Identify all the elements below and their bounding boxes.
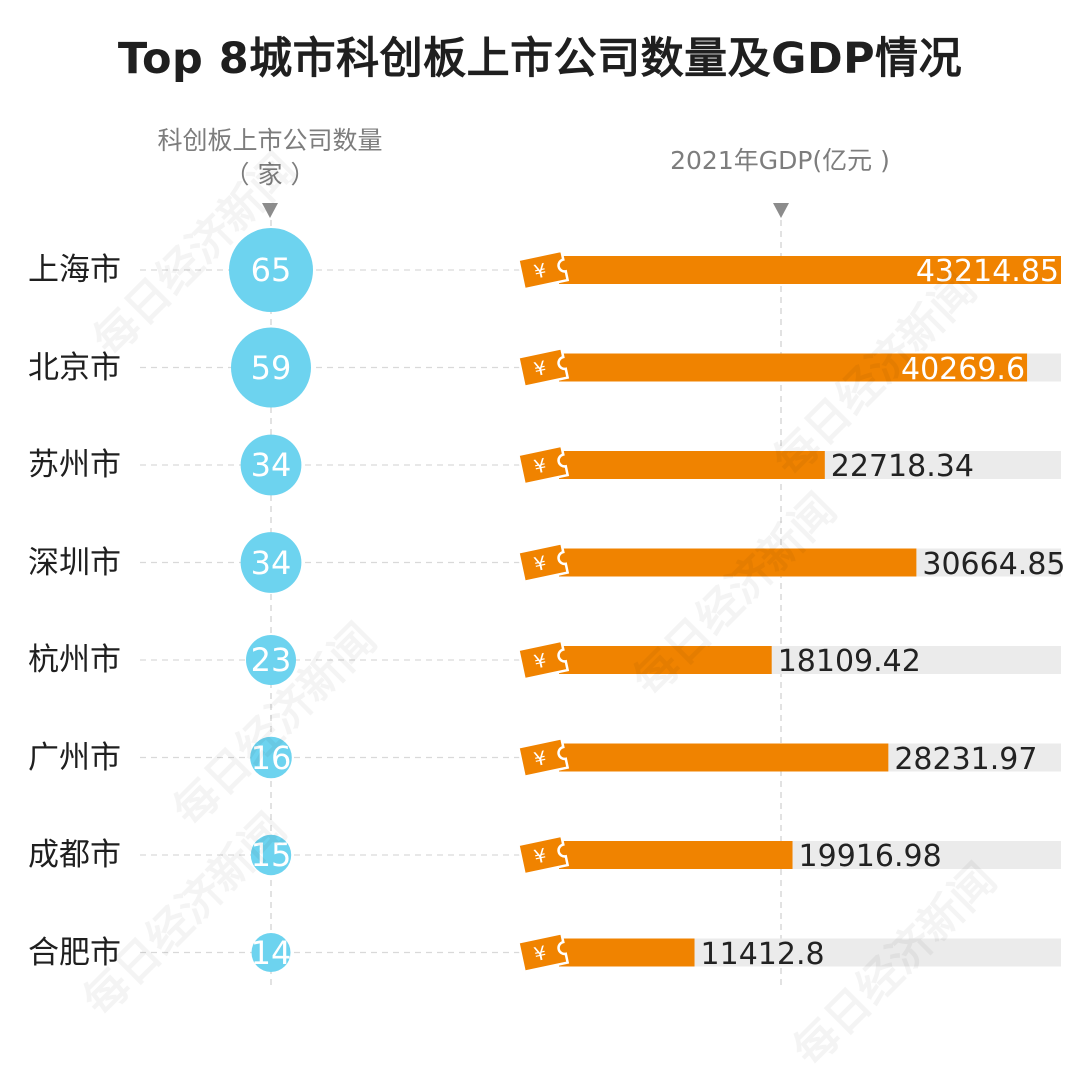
count-bubble bbox=[246, 635, 296, 685]
count-bubble bbox=[240, 434, 302, 496]
count-bubble bbox=[240, 532, 302, 593]
svg-text:¥: ¥ bbox=[532, 552, 548, 576]
city-label: 杭州市 bbox=[28, 642, 121, 678]
gdp-value-label: 28231.97 bbox=[894, 741, 1038, 777]
svg-text:¥: ¥ bbox=[532, 357, 548, 381]
gdp-value-label: 43214.85 bbox=[915, 254, 1059, 289]
gdp-bar bbox=[559, 743, 889, 772]
gdp-bar bbox=[559, 841, 793, 869]
gdp-bar bbox=[559, 256, 1061, 284]
count-value-label: 65 bbox=[250, 251, 292, 289]
count-header-line1: 科创板上市公司数量 bbox=[157, 126, 383, 155]
svg-text:¥: ¥ bbox=[532, 747, 548, 771]
svg-text:¥: ¥ bbox=[532, 845, 548, 869]
count-pointer-icon bbox=[262, 203, 278, 218]
yuan-ticket-icon: ¥ bbox=[516, 346, 570, 389]
gdp-value-label: 40269.6 bbox=[901, 351, 1026, 387]
city-label: 成都市 bbox=[28, 837, 121, 873]
gdp-value-label: 19916.98 bbox=[798, 839, 942, 874]
gdp-column-header: 2021年GDP(亿元 ) bbox=[670, 146, 890, 175]
count-column-header: 科创板上市公司数量 （ 家 ） bbox=[110, 124, 430, 192]
count-bubble bbox=[251, 933, 291, 972]
svg-text:¥: ¥ bbox=[532, 455, 548, 479]
svg-text:¥: ¥ bbox=[532, 260, 548, 284]
yuan-ticket-icon: ¥ bbox=[516, 834, 570, 876]
count-value-label: 23 bbox=[250, 641, 292, 679]
count-bubble bbox=[250, 736, 292, 779]
city-label: 北京市 bbox=[28, 349, 121, 386]
city-label: 苏州市 bbox=[28, 447, 121, 483]
count-value-label: 34 bbox=[250, 446, 292, 484]
gdp-bar bbox=[559, 353, 1028, 382]
count-value-label: 14 bbox=[250, 933, 292, 972]
gdp-value-label: 30664.85 bbox=[922, 546, 1066, 582]
yuan-ticket-icon: ¥ bbox=[516, 639, 570, 681]
gdp-bar bbox=[559, 548, 917, 577]
gdp-bar bbox=[559, 938, 695, 967]
gdp-pointer-icon bbox=[773, 203, 789, 218]
count-value-label: 15 bbox=[250, 836, 292, 874]
gdp-value-label: 22718.34 bbox=[830, 449, 974, 484]
yuan-ticket-icon: ¥ bbox=[516, 444, 570, 486]
gdp-value-label: 11412.8 bbox=[700, 936, 825, 972]
city-label: 深圳市 bbox=[28, 544, 121, 581]
svg-text:¥: ¥ bbox=[532, 942, 548, 966]
count-value-label: 34 bbox=[250, 543, 292, 582]
yuan-ticket-icon: ¥ bbox=[516, 736, 570, 779]
city-label: 上海市 bbox=[28, 252, 121, 288]
svg-text:¥: ¥ bbox=[532, 650, 548, 674]
page-title: Top 8城市科创板上市公司数量及GDP情况 bbox=[117, 34, 963, 84]
count-value-label: 59 bbox=[250, 348, 292, 387]
count-bubble bbox=[229, 228, 313, 312]
count-bubble bbox=[250, 834, 292, 876]
count-header-line2: （ 家 ） bbox=[224, 160, 316, 189]
gdp-value-label: 18109.42 bbox=[777, 644, 921, 679]
city-label: 合肥市 bbox=[28, 934, 121, 971]
chart-canvas: ¥ ¥ ¥ ¥ ¥ ¥ ¥ ¥ bbox=[140, 220, 1061, 985]
yuan-ticket-icon: ¥ bbox=[516, 931, 570, 974]
gdp-bar bbox=[559, 646, 772, 674]
gdp-bar bbox=[559, 451, 825, 479]
count-bubble bbox=[231, 327, 311, 408]
yuan-ticket-icon: ¥ bbox=[516, 541, 570, 584]
yuan-ticket-icon: ¥ bbox=[516, 249, 570, 291]
city-label: 广州市 bbox=[28, 739, 121, 776]
count-value-label: 16 bbox=[250, 738, 292, 777]
